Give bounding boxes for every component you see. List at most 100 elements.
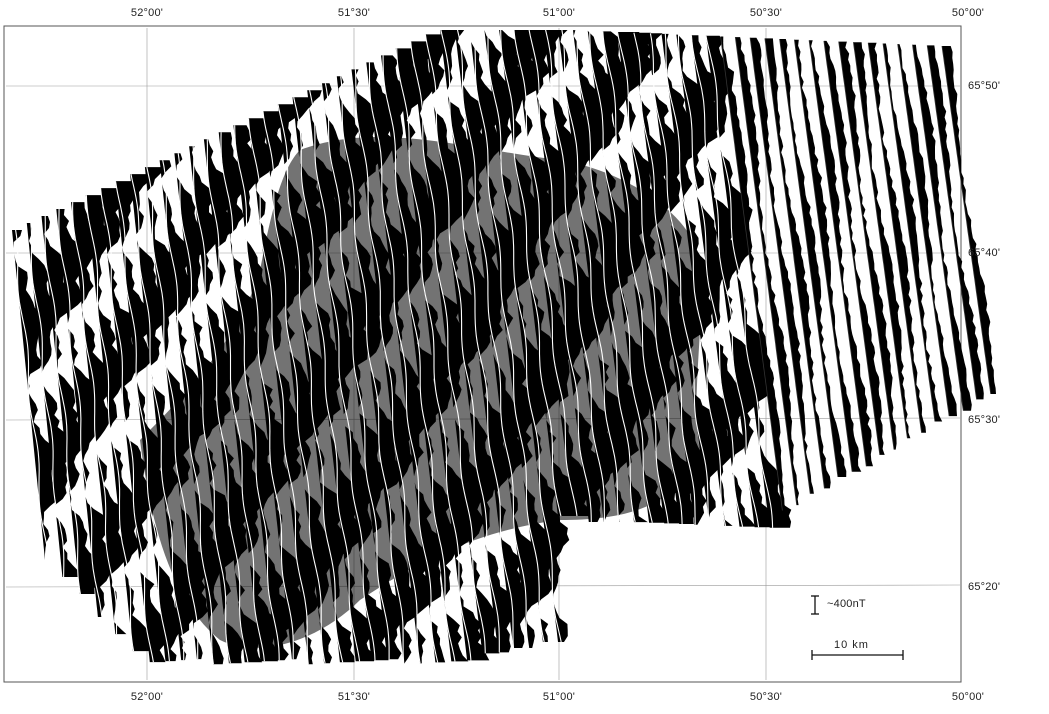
flight-line-trace — [823, 40, 881, 455]
distance-scale-bar — [811, 650, 904, 660]
lat-label-65-50: 65°50' — [968, 80, 1001, 92]
lat-label-65-30: 65°30' — [968, 414, 1001, 426]
flight-line-trace — [690, 35, 760, 528]
flight-line-trace — [473, 29, 545, 643]
flight-line-trace — [649, 33, 710, 526]
anomaly-profile — [558, 30, 630, 522]
flight-line-trace — [192, 146, 249, 663]
flight-line-trace — [500, 29, 562, 517]
anomaly-profile — [750, 37, 814, 494]
anomaly-profile — [927, 45, 984, 400]
flight-line-trace — [114, 181, 170, 662]
flight-line-trace — [309, 90, 376, 661]
flight-line-trace — [897, 44, 950, 417]
anomaly-profile — [705, 35, 792, 528]
anomaly-profile — [868, 42, 926, 433]
anomaly-profile — [897, 44, 957, 417]
anomaly-profile — [735, 37, 799, 506]
flight-line-trace — [616, 31, 683, 525]
anomaly-profile — [41, 216, 104, 594]
anomaly-profile — [691, 35, 780, 528]
flight-line-trace — [602, 31, 669, 524]
flight-line-trace — [764, 38, 825, 489]
anomaly-profile — [56, 209, 114, 617]
flight-line-trace — [382, 55, 456, 662]
anomaly-profile — [573, 30, 648, 523]
flight-line-trace — [340, 76, 405, 665]
flight-line-trace — [794, 39, 853, 472]
anomaly-profile — [602, 31, 686, 524]
lon-label-bottom-50-00: 50°00' — [951, 691, 985, 703]
flight-line-trace — [808, 40, 867, 467]
anomaly-profile — [440, 30, 534, 648]
anomaly-profile — [71, 202, 130, 635]
lon-label-bottom-51-00: 51°00' — [542, 691, 576, 703]
anomaly-profile — [233, 125, 308, 660]
magnetic-anomaly-profiles — [12, 29, 996, 665]
flight-line-trace — [293, 97, 361, 662]
flight-line-trace — [100, 188, 154, 663]
flight-line-trace — [277, 104, 344, 663]
lon-label-top-51-00: 51°00' — [542, 7, 576, 19]
flight-line-trace — [545, 29, 606, 523]
flight-line-trace — [177, 153, 231, 664]
flight-line-trace — [677, 34, 744, 527]
amplitude-scale-bar — [811, 595, 819, 615]
lon-label-bottom-50-30: 50°30' — [749, 691, 783, 703]
anomaly-profile — [838, 41, 897, 450]
anomaly-profile — [853, 42, 911, 439]
flight-line-trace — [705, 35, 774, 528]
lon-label-top-52-00: 52°00' — [130, 7, 164, 19]
lon-label-bottom-52-00: 52°00' — [130, 691, 164, 703]
flight-line-trace — [130, 173, 185, 661]
flight-line-trace — [853, 42, 908, 439]
anomaly-profile — [617, 32, 697, 524]
distance-scale-label: 10 km — [834, 639, 869, 651]
anomaly-profile — [809, 40, 873, 467]
flight-line-trace — [720, 36, 783, 511]
lon-label-bottom-51-30: 51°30' — [337, 691, 371, 703]
flight-line-trace — [85, 195, 135, 652]
flight-line-trace — [146, 166, 199, 660]
flight-line-trace — [206, 139, 265, 662]
anomaly-profile — [484, 30, 570, 642]
anomaly-profile — [26, 223, 82, 577]
anomaly-profile — [130, 174, 200, 661]
anomaly-profile — [410, 41, 500, 654]
flight-line-trace — [576, 30, 636, 523]
flight-line-trace — [72, 202, 118, 635]
flight-line-trace — [838, 41, 895, 450]
anomaly-profile — [632, 32, 712, 525]
anomaly-profile — [115, 181, 187, 662]
anomaly-profile — [942, 46, 996, 394]
anomaly-profile — [203, 139, 279, 662]
anomaly-profile — [676, 34, 756, 527]
flight-line-trace — [749, 37, 811, 494]
anomaly-profile — [499, 30, 576, 516]
flight-line-trace — [664, 33, 727, 527]
flight-line-trace — [44, 215, 81, 595]
lon-label-top-50-30: 50°30' — [749, 7, 783, 19]
flight-line-trace — [734, 37, 798, 506]
flight-line-trace — [247, 118, 309, 665]
flight-line-trace — [882, 43, 936, 422]
flight-line-trace — [162, 160, 214, 665]
anomaly-profile — [100, 188, 170, 663]
anomaly-profile — [248, 118, 321, 665]
flight-line-trace — [589, 30, 653, 523]
flight-line-trace — [926, 45, 977, 400]
anomaly-profile — [381, 55, 469, 662]
anomaly-profile — [720, 36, 787, 511]
anomaly-profile — [764, 38, 831, 489]
anomaly-profile — [366, 62, 449, 663]
lon-label-top-50-00: 50°00' — [951, 7, 985, 19]
flight-line-trace — [15, 229, 50, 561]
map-scales — [811, 595, 904, 660]
flight-line-trace — [513, 29, 578, 517]
flight-line-trace — [528, 29, 592, 523]
flight-line-trace — [220, 132, 280, 661]
anomaly-profile — [322, 83, 408, 660]
anomaly-profile — [159, 160, 226, 665]
flight-line-trace — [633, 32, 696, 525]
